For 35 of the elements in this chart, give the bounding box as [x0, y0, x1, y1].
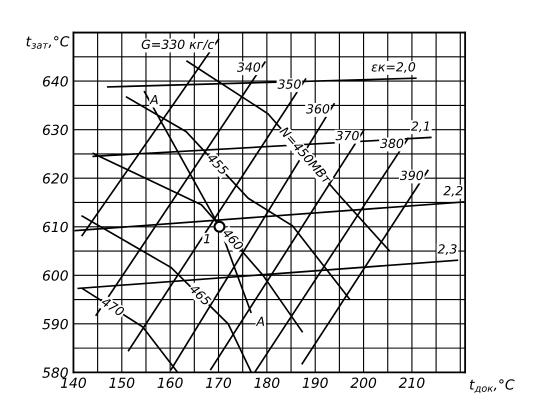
series-label: G=330 кг/с — [142, 40, 214, 50]
series-label: εк=2,0 — [372, 62, 416, 73]
y-tick-label: 580 — [42, 367, 68, 378]
series-label: 2,1 — [410, 121, 429, 132]
series-label: 390 — [400, 170, 424, 180]
y-tick-label: 610 — [42, 222, 68, 232]
annotation: A — [256, 316, 264, 326]
series-label: 2,2 — [443, 186, 462, 197]
text: 460 — [222, 227, 244, 252]
x-tick-label: 210 — [398, 378, 424, 388]
series-label: 370 — [336, 130, 359, 140]
x-tick-label: 190 — [302, 378, 328, 388]
series-label: 360 — [306, 104, 330, 114]
y-tick-label: 620 — [42, 173, 68, 184]
series-label: 380 — [380, 138, 404, 148]
x-tick-label: 200 — [350, 378, 376, 388]
y-axis-title: t$_{зат}$,°C — [26, 36, 70, 49]
y-tick-label: 630 — [42, 124, 68, 136]
series-label: 340 — [236, 62, 260, 72]
text: 465 — [188, 283, 212, 306]
text: 455 — [206, 152, 229, 176]
series-label: 1 — [204, 234, 210, 244]
y-tick-label: 640 — [42, 76, 68, 87]
y-tick-label: 590 — [42, 318, 68, 330]
x-tick-label: 180 — [254, 378, 280, 388]
series-label: 350 — [278, 79, 301, 89]
series-label: A — [149, 94, 158, 104]
x-tick-label: 150 — [109, 378, 134, 388]
text: 470 — [100, 296, 126, 317]
x-axis-title: t$_{док}$,°C — [470, 379, 515, 394]
x-tick-label: 140 — [60, 378, 86, 388]
x-tick-label: 170 — [206, 378, 232, 388]
series-label: 2,3 — [438, 244, 457, 255]
x-tick-label: 160 — [158, 378, 183, 388]
y-tick-label: 600 — [42, 270, 68, 281]
